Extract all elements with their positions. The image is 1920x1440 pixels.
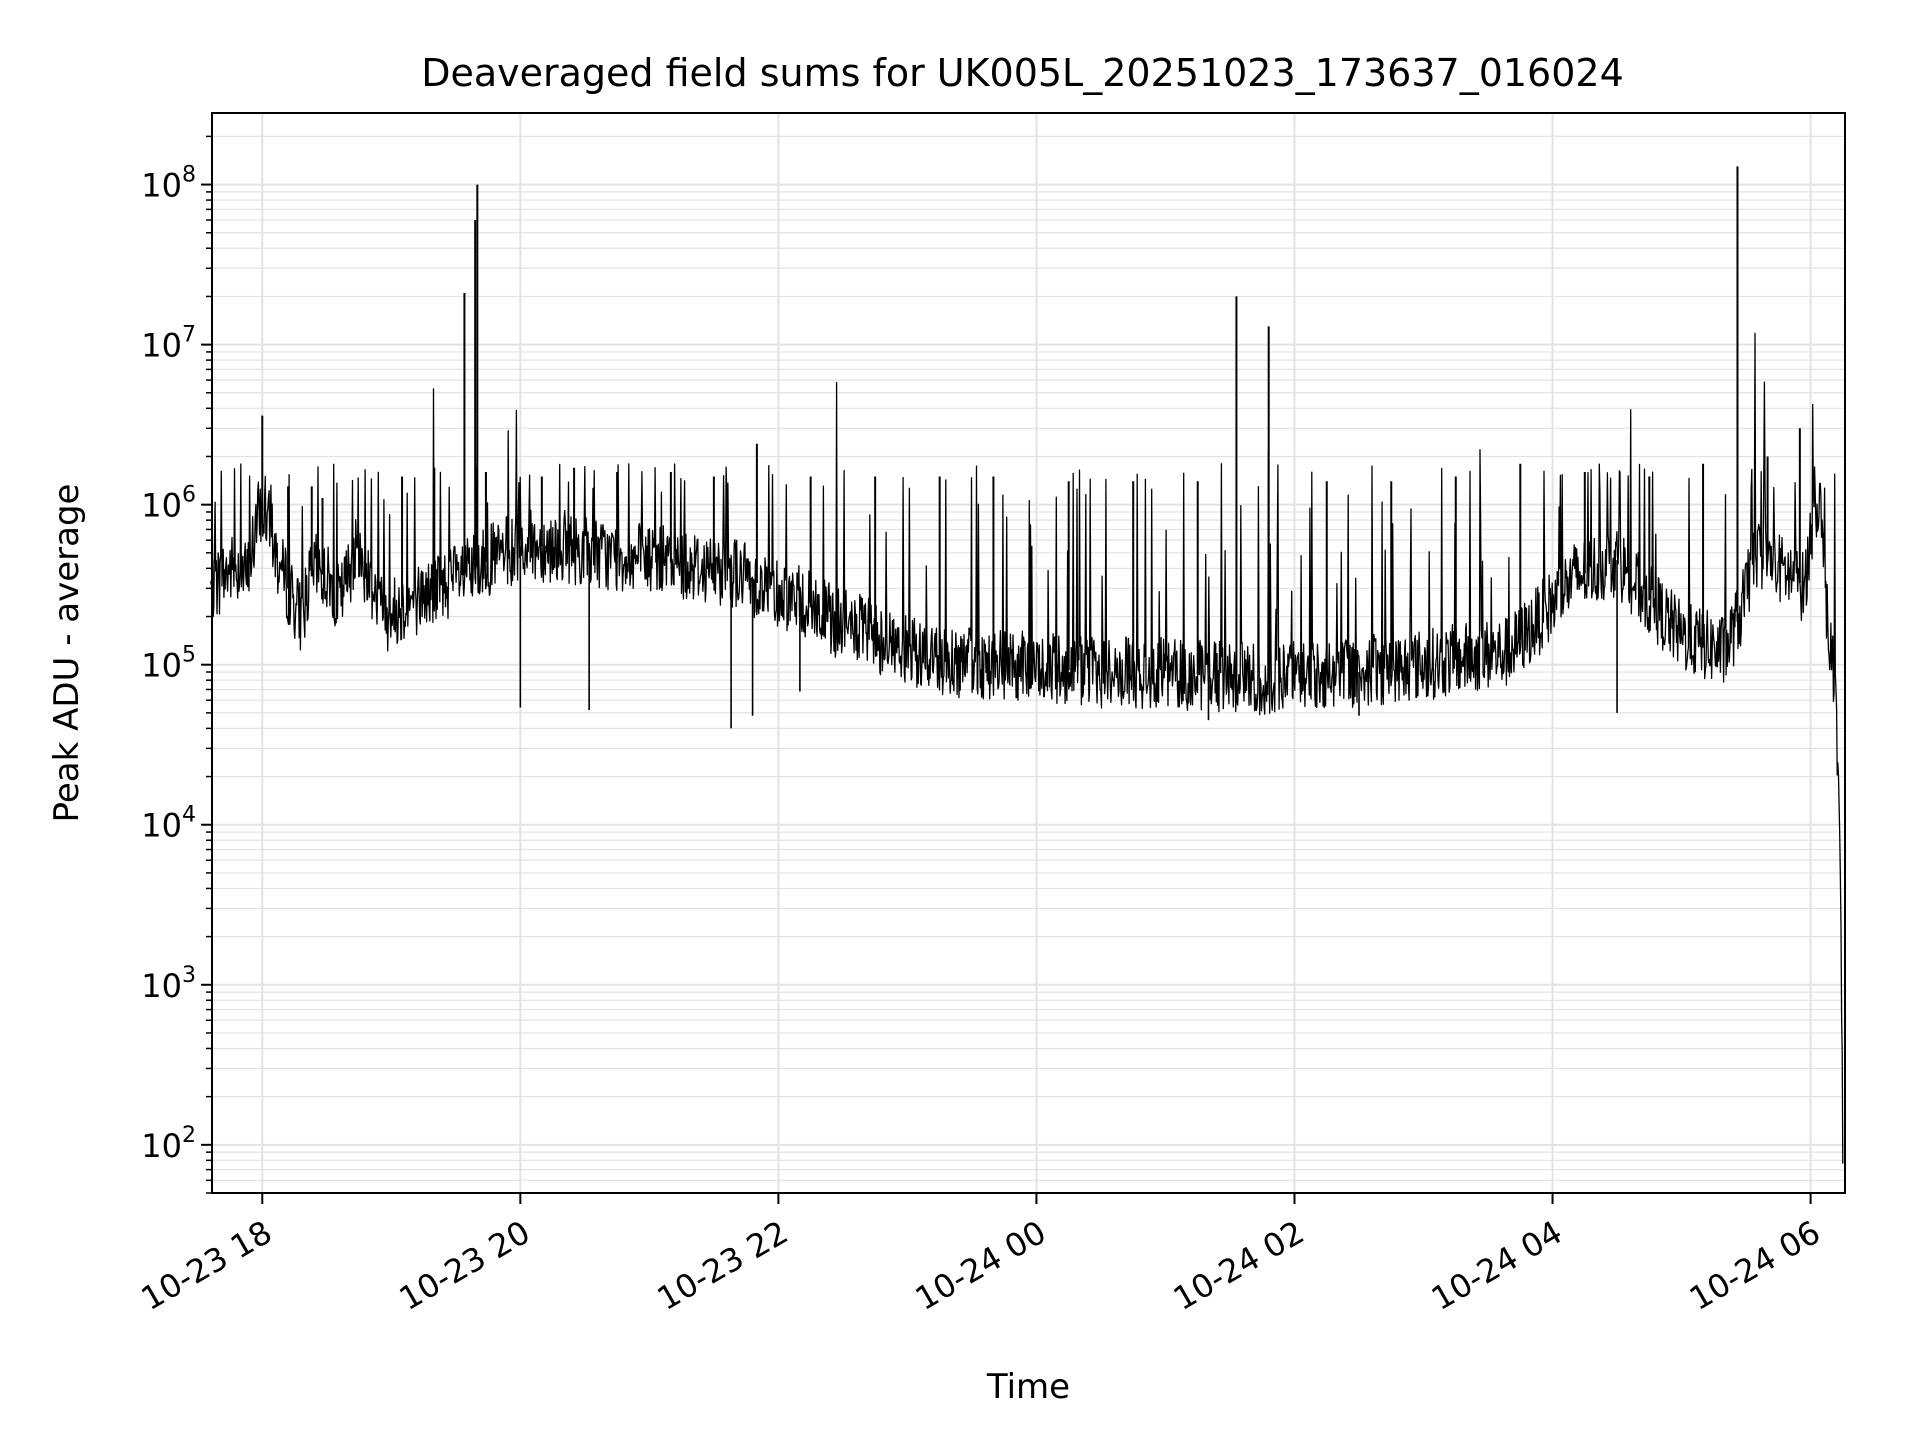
y-tick-label: 107 xyxy=(141,323,196,365)
x-axis-label: Time xyxy=(986,1367,1070,1407)
axes-layer: 102 103 104 105 106 107 108 10-23 18 10-23 20 10-… xyxy=(135,135,1827,1318)
y-tick-label: 103 xyxy=(141,963,196,1005)
y-tick-label: 105 xyxy=(141,643,196,685)
chart-title: Deaveraged field sums for UK005L_2025102… xyxy=(421,51,1624,95)
series-layer xyxy=(210,166,1844,1164)
x-tick-label: 10-23 18 xyxy=(135,1213,279,1318)
x-tick-label: 10-23 20 xyxy=(393,1213,537,1318)
y-tick-label: 104 xyxy=(141,803,196,845)
y-tick-label: 102 xyxy=(141,1123,196,1165)
x-tick-label: 10-24 00 xyxy=(909,1213,1053,1318)
x-tick-label: 10-24 06 xyxy=(1683,1213,1827,1318)
y-tick-label: 108 xyxy=(141,163,196,205)
x-tick-label: 10-24 04 xyxy=(1425,1213,1569,1318)
series-line xyxy=(210,332,1844,1164)
y-tick-label: 106 xyxy=(141,483,196,525)
x-tick-label: 10-24 02 xyxy=(1167,1213,1311,1318)
x-tick-label: 10-23 22 xyxy=(651,1213,795,1318)
grid-layer xyxy=(212,113,1845,1194)
plot-frame xyxy=(211,112,1846,1194)
y-axis-label: Peak ADU - average xyxy=(47,484,87,823)
